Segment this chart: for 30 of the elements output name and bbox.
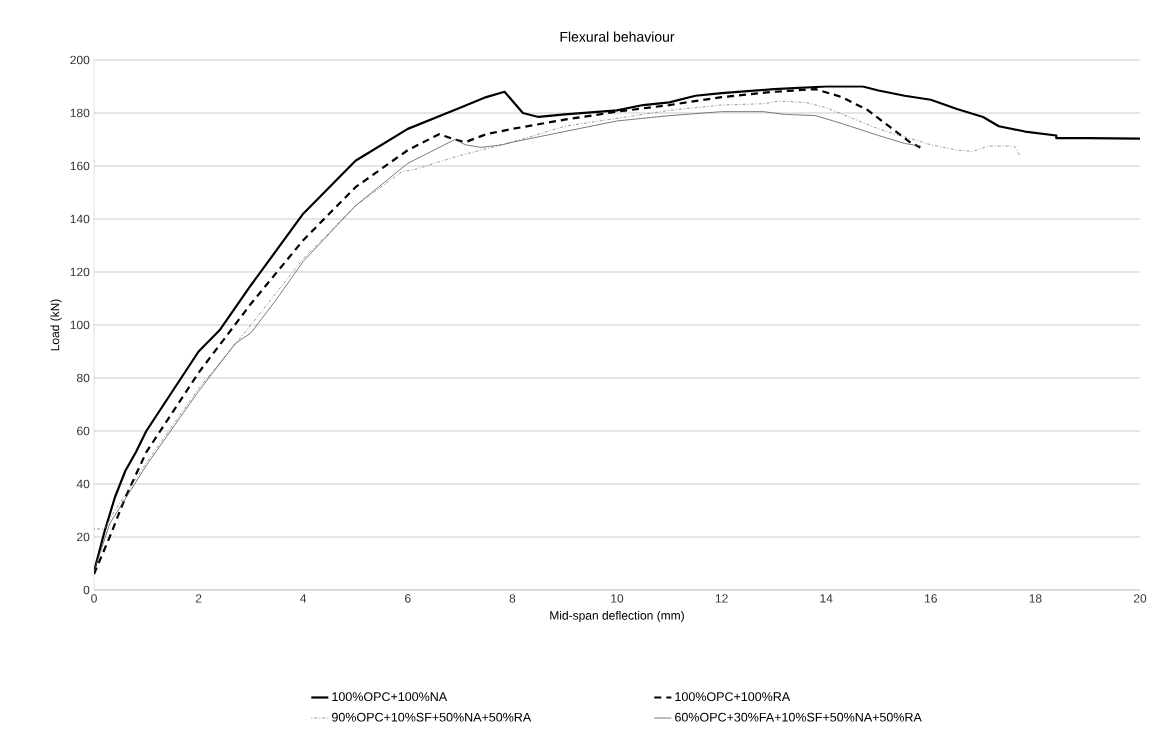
y-tick-label: 160 <box>70 161 90 171</box>
y-tick-label: 200 <box>70 55 90 65</box>
y-tick-label: 20 <box>77 532 90 542</box>
y-tick-label: 100 <box>70 320 90 330</box>
x-axis-title: Mid-span deflection (mm) <box>550 610 684 623</box>
x-tick-label: 8 <box>509 594 516 603</box>
y-tick-label: 120 <box>70 267 90 277</box>
x-tick-label: 16 <box>925 594 937 603</box>
x-tick-label: 4 <box>300 594 307 603</box>
y-tick-label: 0 <box>83 585 90 595</box>
y-tick-label: 180 <box>70 108 90 118</box>
y-axis-title: Load (kN) <box>50 299 62 351</box>
x-tick-label: 2 <box>195 594 202 603</box>
x-tick-label: 20 <box>1133 594 1147 603</box>
legend-label: 100%OPC+100%RA <box>675 692 791 702</box>
legend-label: 90%OPC+10%SF+50%NA+50%RA <box>332 712 532 722</box>
x-tick-label: 12 <box>715 594 728 603</box>
y-tick-label: 40 <box>76 479 90 489</box>
x-tick-label: 18 <box>1029 594 1042 603</box>
x-tick-label: 0 <box>91 594 97 603</box>
line-series <box>94 100 1021 530</box>
x-tick-label: 6 <box>405 594 411 603</box>
x-tick-label: 10 <box>611 594 624 603</box>
y-tick-label: 140 <box>70 214 90 224</box>
y-tick-label: 80 <box>76 373 90 383</box>
chart-title: Flexural behaviour <box>560 31 675 42</box>
y-tick-label: 60 <box>77 426 90 436</box>
x-tick-label: 14 <box>820 594 833 603</box>
legend-label: 60%OPC+30%FA+10%SF+50%NA+50%RA <box>675 712 922 722</box>
legend-label: 100%OPC+100%NA <box>332 692 448 702</box>
